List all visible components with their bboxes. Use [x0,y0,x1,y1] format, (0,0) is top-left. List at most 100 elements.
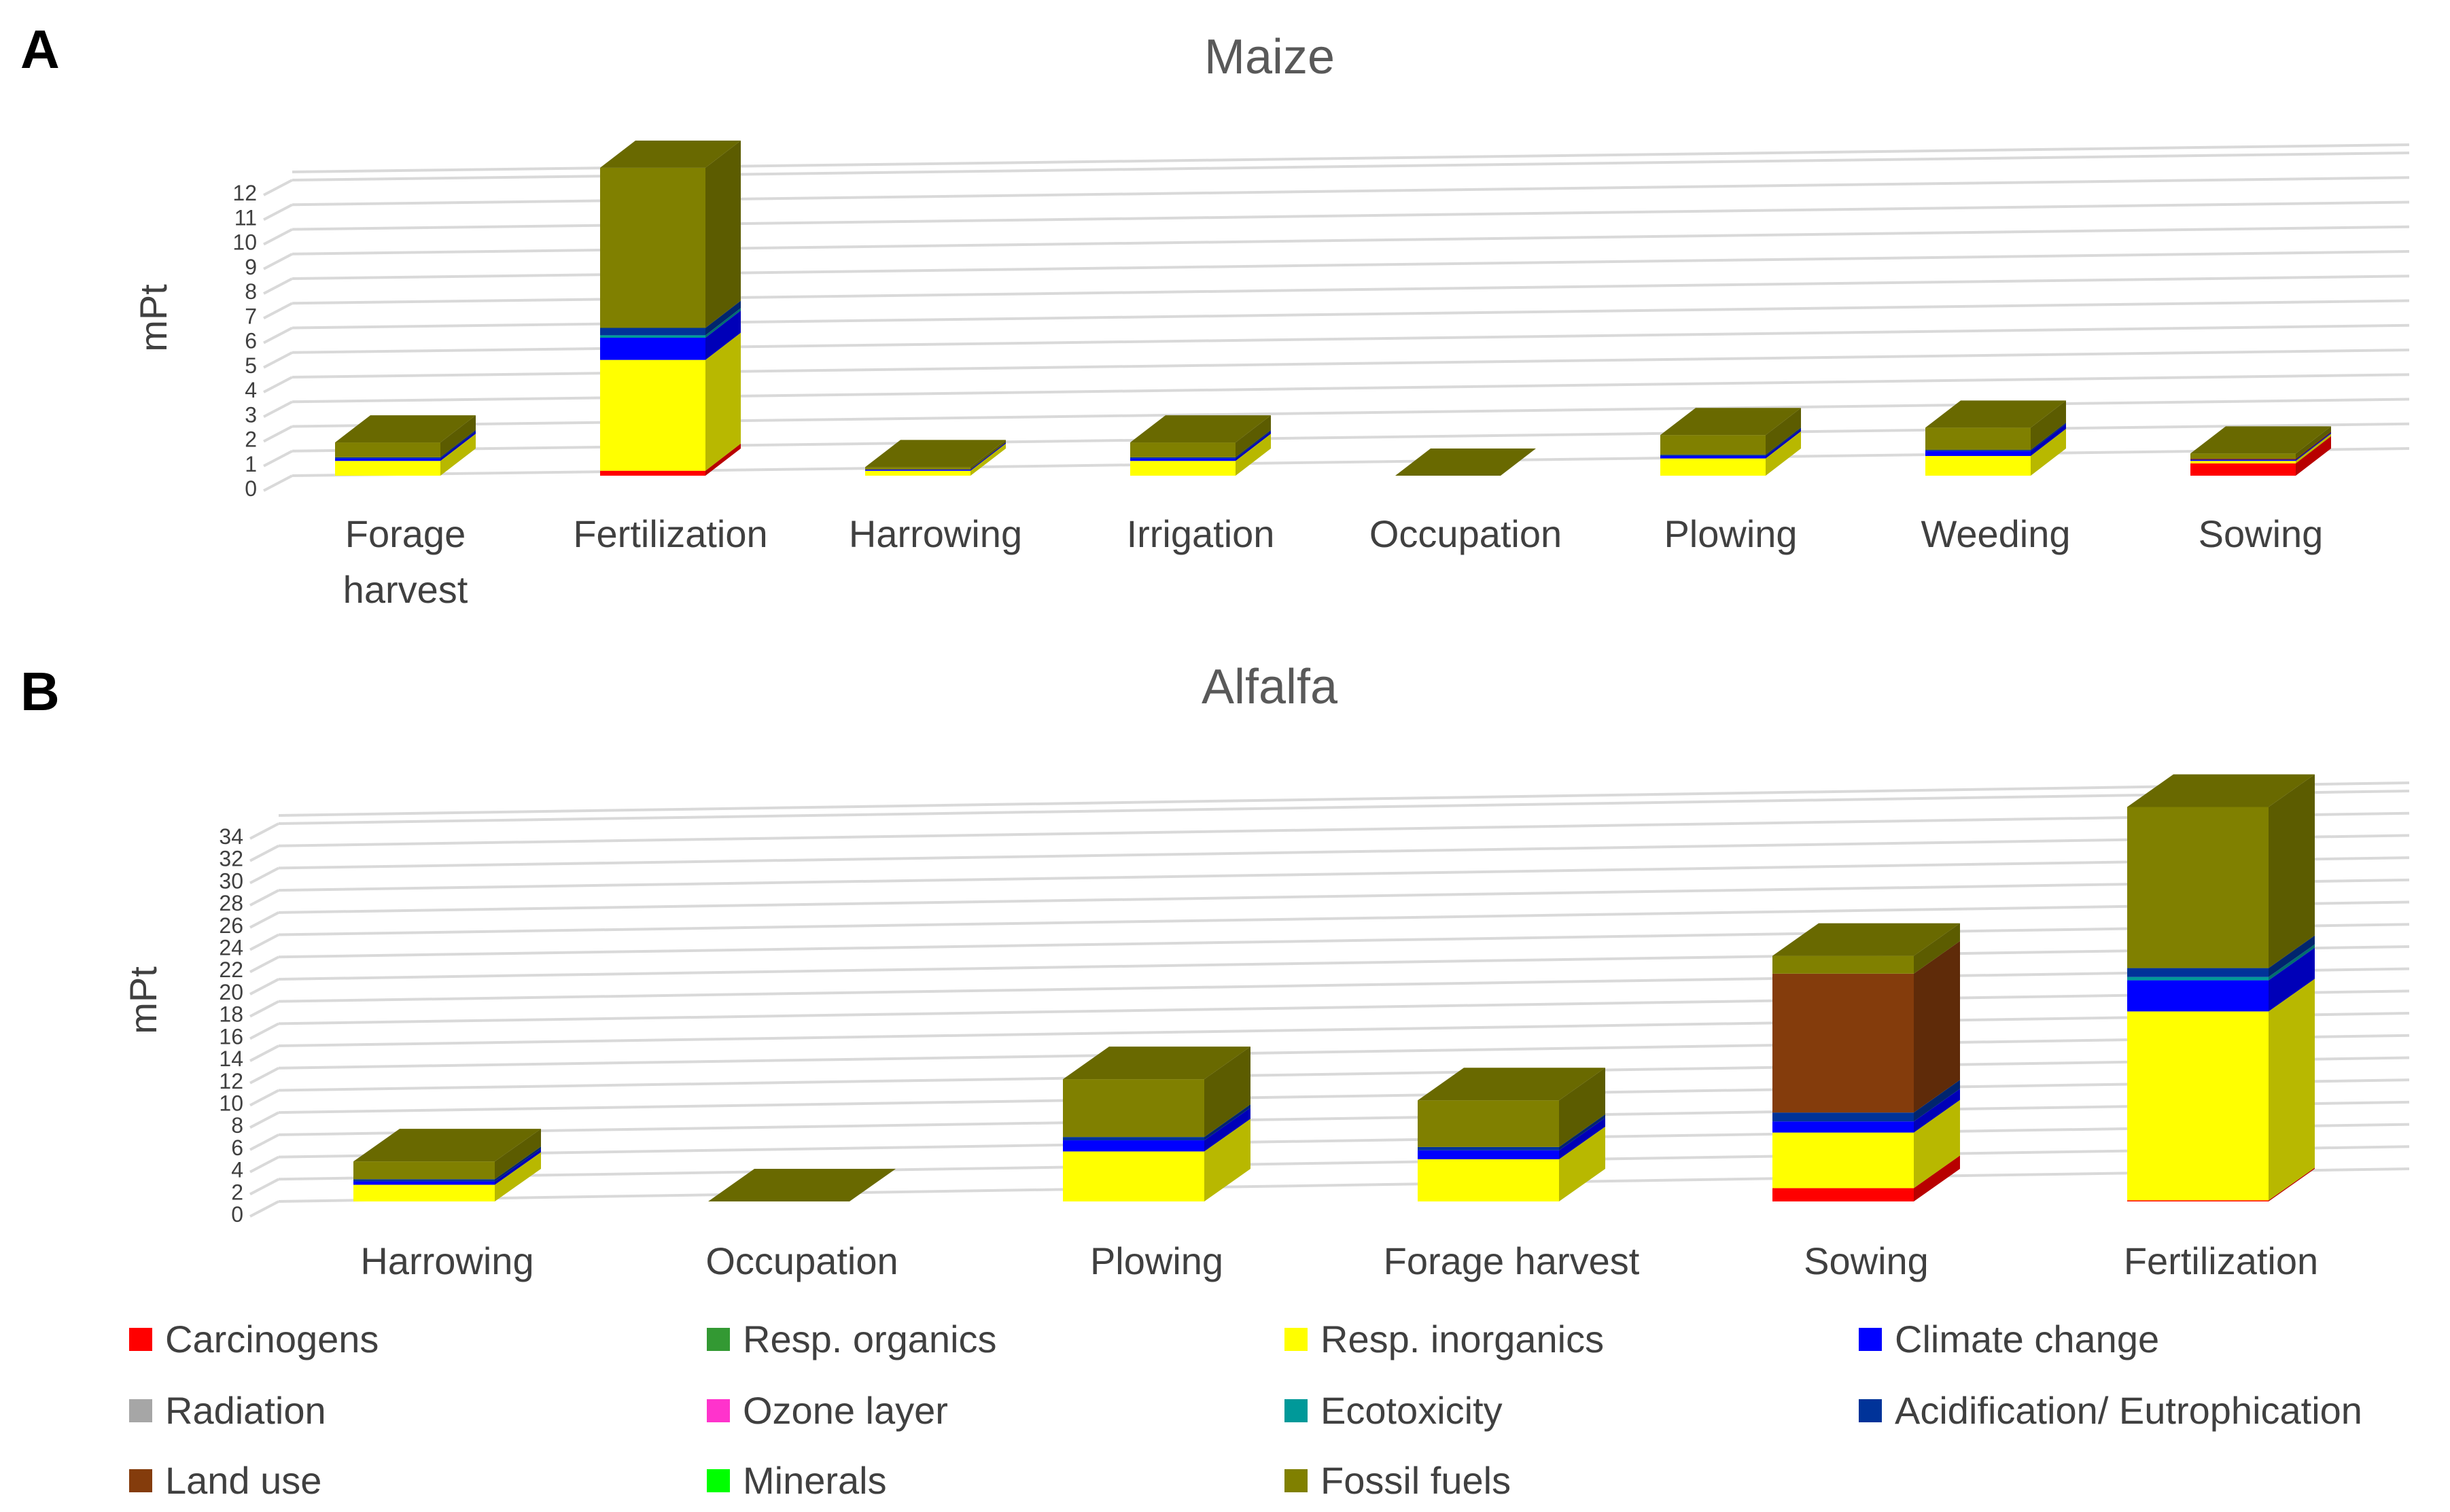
bar-top [1130,415,1271,443]
bar-side-acidification-eutrophication [1914,1080,1960,1122]
legend-item-climate-change: Climate change [1859,1318,2159,1360]
gridline-side [263,203,293,222]
bar-top [708,1169,896,1201]
bar-side-ecotoxicity [705,308,741,338]
bar-segment-fossil-fuels [865,467,970,470]
gridline [278,967,2410,1003]
bar-segment-fossil-fuels [2190,453,2296,459]
x-tick-label: Plowing [1664,512,1797,555]
bar-top [1418,1068,1605,1101]
gridline-side [249,933,279,951]
bar-side-acidification-eutrophication [2269,935,2315,977]
y-tick-label: 18 [219,1002,243,1027]
bar-side-fossil-fuels [2296,426,2331,459]
bar-side-resp-inorganics [705,332,741,471]
bar-side-climate-change [705,311,741,360]
y-tick-label: 30 [219,868,243,893]
gridline [278,1056,2410,1092]
bar-side-acidification-eutrophication [2031,422,2066,451]
y-tick-label: 2 [245,427,257,452]
bar-side-fossil-fuels [1559,1068,1605,1147]
bar-segment-climate-change [1063,1140,1204,1152]
gridline [278,878,2410,914]
y-tick-label: 10 [219,1091,243,1115]
bar-segment-ecotoxicity [600,335,705,338]
bar-side-carcinogens [2269,1167,2315,1201]
bar-side-fossil-fuels [1766,408,1801,455]
bar-side-resp-inorganics [1236,434,1271,476]
y-tick-label: 20 [219,980,243,1004]
bar-segment-acidification-eutrophication [1418,1146,1559,1150]
bar-side-climate-change [440,431,476,461]
gridline-side [249,955,279,974]
y-axis-label: mPt [132,284,175,352]
chart-title: Maize [1204,30,1335,84]
bar-segment-carcinogens [2127,1200,2269,1201]
y-tick-label: 7 [245,304,257,328]
gridline-side [263,277,293,295]
legend-item-acidification-eutrophication: Acidification/ Eutrophication [1859,1389,2362,1432]
y-tick-label: 34 [219,824,243,849]
y-tick-label: 3 [245,402,257,427]
bar-side-resp-inorganics [2269,979,2315,1201]
bar-segment-resp-inorganics [1660,458,1766,476]
bar-segment-acidification-eutrophication [353,1179,495,1182]
x-tick-label: Plowing [1090,1240,1223,1282]
gridline-side [249,889,279,907]
legend-label: Ecotoxicity [1320,1389,1503,1432]
bar-segment-resp-inorganics [1130,461,1236,476]
bar-top [2190,426,2331,454]
y-tick-label: 8 [245,279,257,304]
bar-segment-resp-inorganics [2127,1011,2269,1201]
gridline [278,1034,2410,1070]
bar-segment-climate-change [865,469,970,471]
bar-segment-fossil-fuels [353,1161,495,1180]
bar-side-resp-inorganics [495,1152,541,1201]
bar-segment-fossil-fuels [600,167,705,328]
x-tick-label: Forage harvest [1384,1240,1640,1282]
bar-segment-carcinogens [600,470,705,476]
bar-segment-acidification-eutrophication [1063,1137,1204,1141]
bar-segment-resp-inorganics [335,461,440,476]
gridlines [249,781,2410,1218]
bar-side-resp-inorganics [2296,434,2331,463]
bar-segment-climate-change [2127,980,2269,1012]
x-tick-label: Weeding [1921,512,2070,555]
bar-side-acidification-eutrophication [495,1146,541,1182]
bar-segment-climate-change [1418,1150,1559,1159]
legend-item-ozone-layer: Ozone layer [707,1389,948,1432]
y-tick-label: 6 [245,329,257,353]
legend-label: Fossil fuels [1320,1459,1511,1502]
bar-segment-fossil-fuels [1772,955,1914,974]
bar-top [1660,408,1801,436]
bar-segment-climate-change [1660,456,1766,459]
bar-fertilization [2127,774,2315,1201]
x-tick-label: Occupation [1369,512,1562,555]
y-tick-label: 8 [231,1113,243,1138]
bar-side-climate-change [495,1148,541,1185]
legend-label: Radiation [165,1389,326,1432]
bar-segment-land-use [2190,458,2296,460]
bar-side-land-use [2296,431,2331,460]
y-tick-label: 12 [232,181,257,205]
gridline-side [263,326,293,345]
x-tick-label: Fertilization [573,512,767,555]
x-axis-categories: Harrowing Occupation Plowing Forage harvest… [360,1240,2318,1282]
y-tick-label: 28 [219,891,243,915]
bar-side-ecotoxicity [2269,944,2315,981]
bar-side-carcinogens [1914,1155,1960,1201]
legend-swatch [129,1328,152,1351]
bar-side-fossil-fuels [2269,774,2315,968]
legend-item-fossil-fuels: Fossil fuels [1284,1459,1511,1502]
gridline [278,1012,2410,1048]
bar-segment-climate-change [335,458,440,461]
legend-label: Minerals [743,1459,887,1502]
bar-segment-resp-inorganics [1418,1159,1559,1201]
bar-segment-resp-inorganics [2190,461,2296,463]
legend-label: Resp. inorganics [1320,1318,1604,1360]
bar-side-carcinogens [2296,436,2331,476]
bar-side-fossil-fuels [495,1129,541,1180]
